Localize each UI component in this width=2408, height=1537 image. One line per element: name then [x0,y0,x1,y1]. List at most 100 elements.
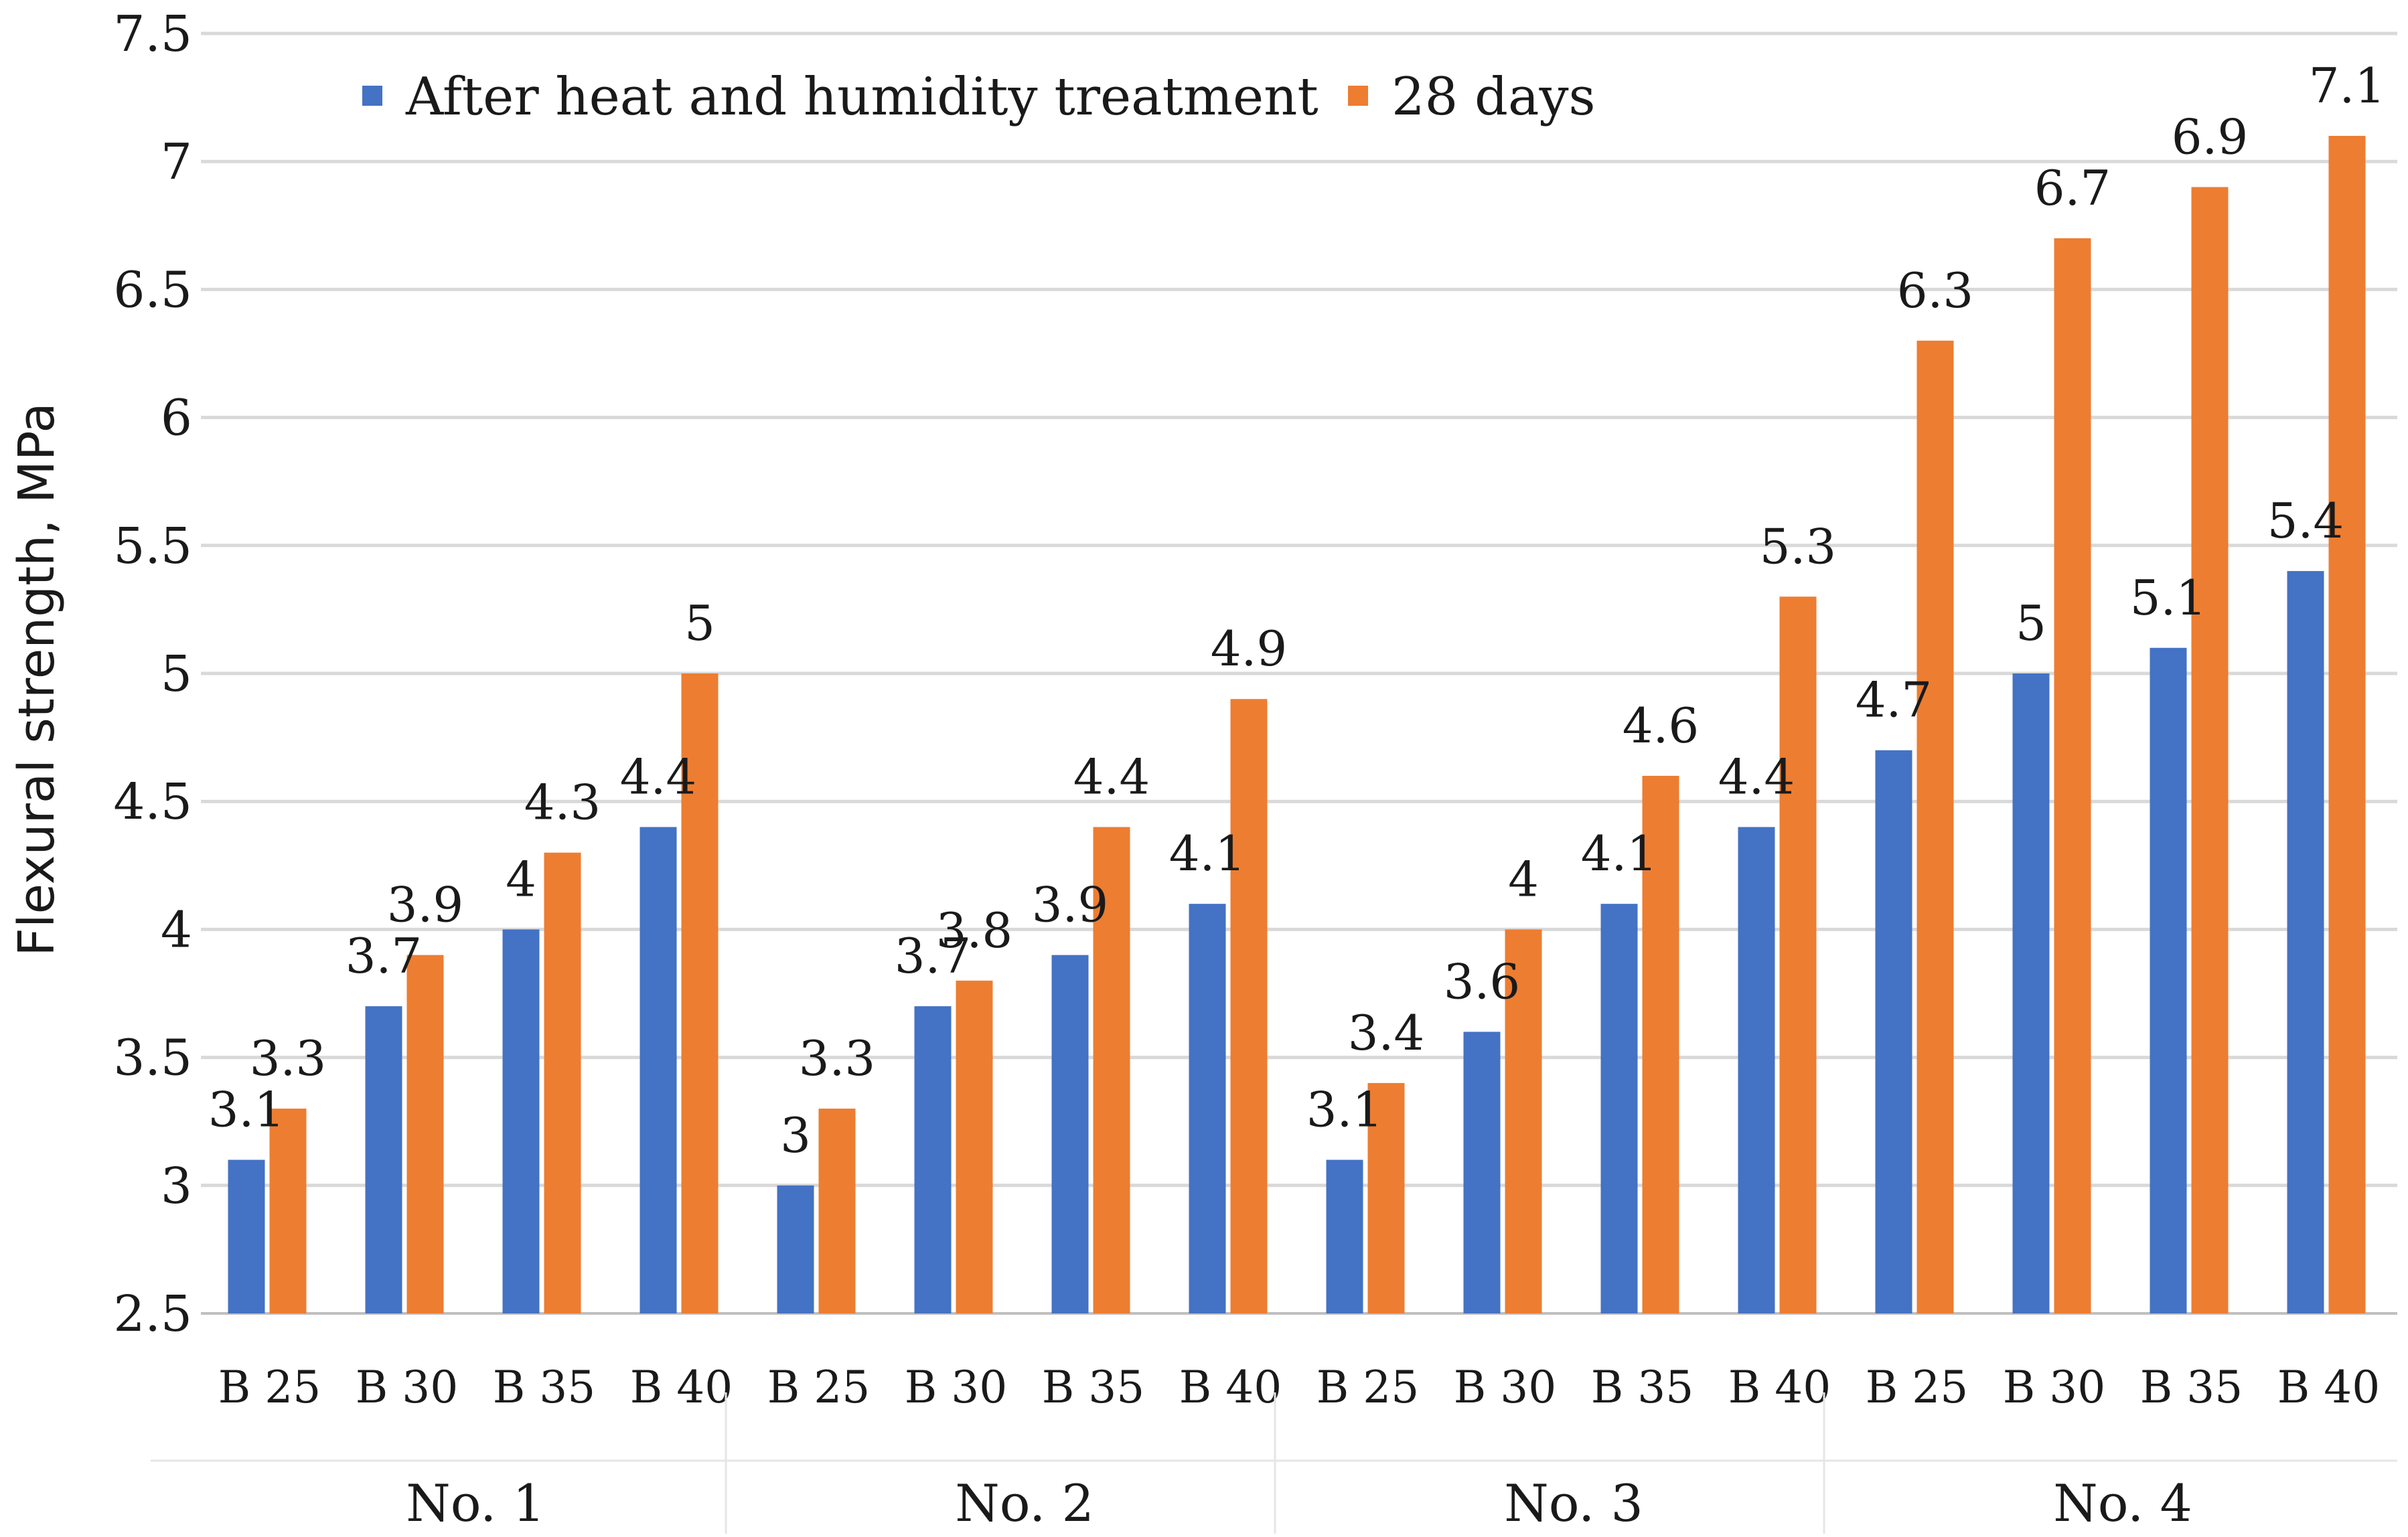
x-tick-label: B 40 [1728,1362,1831,1413]
bar-28-days [1505,929,1542,1313]
data-label-28-days: 3.3 [799,1030,876,1086]
bar-after-treatment [777,1185,814,1313]
data-label-28-days: 3.8 [936,902,1013,959]
group-label: No. 3 [1504,1473,1643,1533]
y-tick-label: 7.5 [113,5,192,63]
data-label-28-days: 3.9 [387,877,464,933]
data-label-28-days: 4.3 [524,775,601,831]
data-label-28-days: 4.6 [1623,698,1700,754]
bar-after-treatment [1738,827,1775,1313]
data-label-after-treatment: 4.4 [620,748,697,805]
bar-28-days [2328,135,2366,1314]
data-label-28-days: 4 [1508,851,1539,907]
bar-28-days [1230,699,1268,1313]
y-tick-label: 3 [161,1157,192,1215]
data-label-after-treatment: 3.7 [895,928,972,984]
x-tick-label: B 40 [2277,1362,2380,1413]
y-tick-label: 4 [161,901,192,959]
data-label-after-treatment: 3.1 [1306,1082,1383,1138]
legend-swatch-28-days [1348,86,1368,106]
bar-after-treatment [1326,1159,1363,1313]
data-label-28-days: 5 [684,595,715,651]
legend-label-after-treatment: After heat and humidity treatment [405,67,1319,127]
data-label-after-treatment: 3.6 [1444,953,1521,1009]
x-tick-label: B 25 [218,1362,321,1413]
x-tick-label: B 40 [630,1362,733,1413]
bar-after-treatment [1189,904,1226,1313]
x-tick-label: B 35 [1591,1362,1694,1413]
data-label-after-treatment: 5.4 [2267,493,2344,549]
bar-28-days [2191,187,2229,1314]
bar-after-treatment [2287,571,2324,1313]
x-tick-label: B 35 [2140,1362,2243,1413]
data-label-after-treatment: 5.1 [2130,570,2207,626]
data-label-28-days: 6.3 [1897,262,1974,319]
bar-after-treatment [228,1159,265,1313]
x-tick-label: B 30 [2003,1362,2105,1413]
data-label-28-days: 4.9 [1211,621,1288,677]
data-label-28-days: 6.9 [2172,108,2249,165]
bar-28-days [681,673,719,1313]
y-tick-label: 3.5 [113,1030,192,1087]
data-label-28-days: 5.3 [1760,518,1837,574]
bar-after-treatment [639,827,677,1313]
x-tick-label: B 25 [767,1362,870,1413]
y-tick-label: 6 [161,390,192,447]
data-label-after-treatment: 3.1 [208,1082,285,1138]
x-tick-label: B 30 [1454,1362,1556,1413]
bar-28-days [269,1109,307,1313]
data-label-after-treatment: 5 [2016,595,2046,651]
bar-28-days [544,852,581,1313]
group-label: No. 2 [955,1473,1094,1533]
bar-28-days [1367,1082,1405,1313]
legend: After heat and humidity treatment 28 day… [362,67,1596,127]
data-label-after-treatment: 4.7 [1856,672,1933,728]
bar-after-treatment [2150,647,2187,1313]
bars [228,135,2366,1314]
x-tick-label: B 35 [1042,1362,1144,1413]
x-tick-label: B 25 [1316,1362,1419,1413]
bar-after-treatment [1600,904,1638,1313]
data-label-after-treatment: 4 [506,851,536,907]
x-tick-label: B 35 [493,1362,595,1413]
bar-after-treatment [365,1006,402,1313]
bar-after-treatment [502,929,540,1313]
data-label-28-days: 3.3 [250,1030,327,1086]
y-tick-label: 5.5 [113,517,192,575]
legend-label-28-days: 28 days [1391,67,1596,127]
y-tick-label: 7 [161,133,192,191]
group-label: No. 4 [2053,1473,2192,1533]
data-label-28-days: 7.1 [2309,58,2386,114]
bar-after-treatment [2012,673,2050,1313]
bar-28-days [1093,827,1130,1313]
data-label-after-treatment: 3 [780,1107,811,1163]
bar-28-days [1779,596,1817,1313]
data-label-after-treatment: 4.4 [1718,748,1795,805]
y-tick-label: 4.5 [113,773,192,831]
bar-after-treatment [1051,955,1089,1313]
bar-28-days [956,980,993,1313]
x-tick-label: B 25 [1866,1362,1968,1413]
data-label-after-treatment: 3.9 [1032,877,1109,933]
x-axis-ticks: B 25 B 30 B 35 B 40 B 25 B 30 B 35 B 40 B 25 B 30… [218,1362,2380,1413]
bar-after-treatment [1875,750,1912,1313]
legend-swatch-after-treatment [362,86,382,106]
x-tick-label: B 30 [356,1362,458,1413]
x-tick-label: B 30 [905,1362,1007,1413]
bar-after-treatment [914,1006,952,1313]
data-label-after-treatment: 4.1 [1581,825,1658,882]
data-label-28-days: 4.4 [1073,748,1150,805]
data-label-28-days: 6.7 [2034,160,2111,216]
bar-after-treatment [1463,1032,1501,1313]
bar-28-days [2054,238,2091,1313]
y-tick-label: 6.5 [113,261,192,319]
y-axis-title: Flexural strength, MPa [8,402,66,956]
x-tick-label: B 40 [1179,1362,1282,1413]
bar-28-days [406,955,444,1313]
y-axis-ticks: 2.5 3 3.5 4 4.5 5 5.5 6 6.5 7 7.5 [113,5,192,1343]
data-label-28-days: 3.4 [1348,1005,1425,1061]
bar-28-days [1916,340,1954,1313]
